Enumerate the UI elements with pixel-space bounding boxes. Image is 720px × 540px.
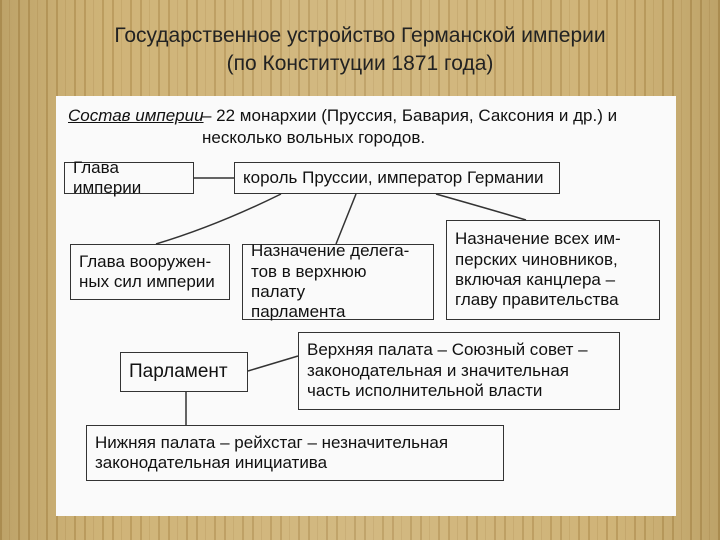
box-king: король Пруссии, император Германии [234, 162, 560, 194]
composition-line2: несколько вольных городов. [202, 128, 425, 148]
box-officials: Назначение всех им- перских чиновников, … [446, 220, 660, 320]
diagram-area: Состав империи – 22 монархии (Пруссия, Б… [56, 96, 676, 516]
box-lower-chamber: Нижняя палата – рейхстаг – незначительна… [86, 425, 504, 481]
box-delegates: Назначение делега- тов в верхнюю палату … [242, 244, 434, 320]
page-title: Государственное устройство Германской им… [0, 22, 720, 79]
title-line2: (по Конституции 1871 года) [227, 52, 494, 75]
composition-label: Состав империи [68, 106, 204, 126]
box-upper-chamber: Верхняя палата – Союзный совет – законод… [298, 332, 620, 410]
composition-line1: – 22 монархии (Пруссия, Бавария, Саксони… [202, 106, 617, 126]
box-head-of-empire: Глава империи [64, 162, 194, 194]
box-parliament: Парламент [120, 352, 248, 392]
box-armed-forces: Глава вооружен- ных сил империи [70, 244, 230, 300]
title-line1: Государственное устройство Германской им… [114, 24, 605, 47]
